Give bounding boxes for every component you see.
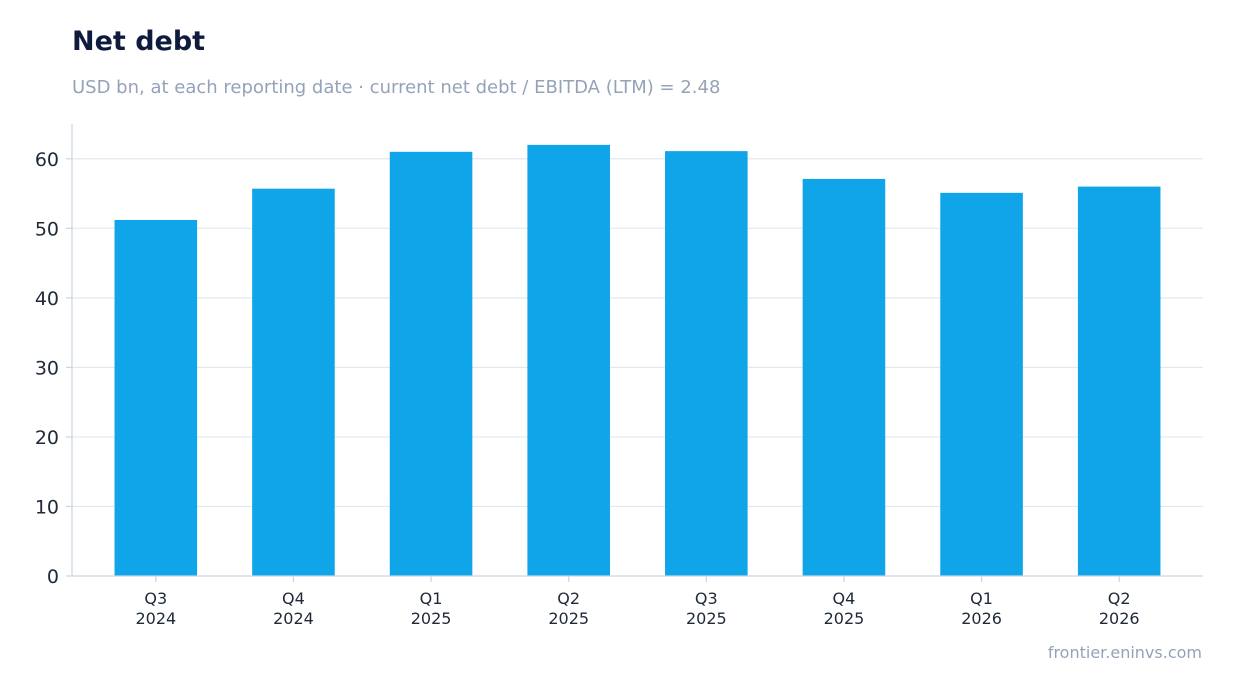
bar [114,219,198,576]
bar [665,151,748,576]
source-credit: frontier.eninvs.com [1047,643,1202,662]
x-tick-label: Q2 2025 [548,589,589,628]
y-tick-label: 20 [35,427,59,449]
x-tick-label: Q2 2026 [1099,589,1140,628]
bars [114,144,1161,577]
bar [252,188,335,576]
x-tick-label: Q1 2025 [411,589,452,628]
bar [802,178,886,577]
y-tick-label: 10 [35,496,59,518]
x-tick-labels: Q3 2024 Q4 2024 Q1 2025 Q2 2025 Q3 2025 Q4 2025 Q1 20… [135,589,1139,628]
chart-subtitle: USD bn, at each reporting date · current… [72,77,721,98]
bar [940,192,1023,576]
x-tick-label: Q3 2025 [686,589,727,628]
bar [389,151,473,577]
y-tick-label: 30 [35,357,59,379]
y-tick-label: 60 [35,149,59,171]
y-tick-label: 50 [35,218,59,240]
y-tick-labels: 0 10 20 30 40 50 60 [35,149,59,588]
x-tick-label: Q3 2024 [135,589,176,628]
bar [1077,186,1161,577]
x-tick-label: Q4 2024 [273,589,314,628]
bar [527,144,610,576]
gridlines [72,158,1203,508]
x-tick-label: Q1 2026 [961,589,1002,628]
y-tick-label: 40 [35,288,59,310]
x-tick-label: Q4 2025 [824,589,865,628]
chart-title: Net debt [72,26,206,57]
y-tick-label: 0 [47,566,59,588]
axes [66,124,1203,582]
